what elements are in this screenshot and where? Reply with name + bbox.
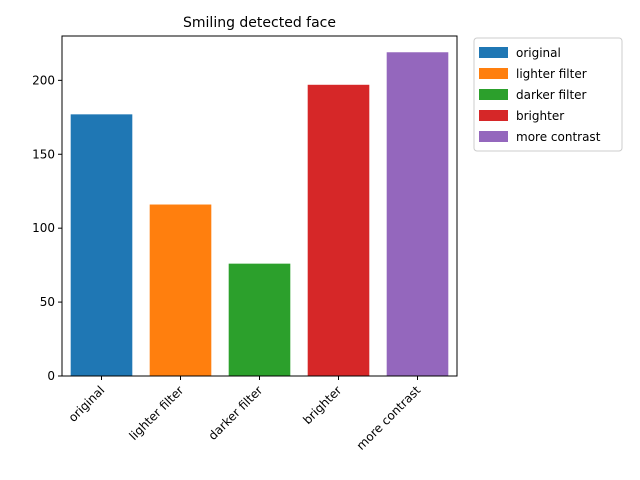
legend-frame — [473, 37, 623, 152]
bars-group — [70, 52, 449, 377]
x-tick-label: more contrast — [354, 383, 424, 453]
chart-title: Smiling detected face — [183, 15, 336, 31]
x-ticks-group: original lighter filter darker filter brigh… — [66, 376, 424, 453]
legend-label: brighter — [516, 109, 564, 123]
legend-label: more contrast — [516, 130, 601, 144]
legend-swatch — [479, 89, 508, 100]
legend-label: darker filter — [516, 88, 587, 102]
legend-swatch — [479, 68, 508, 79]
x-tick-label: darker filter — [206, 383, 266, 443]
x-tick-label: lighter filter — [126, 383, 186, 443]
x-tick-label: original — [66, 383, 108, 425]
bar-brighter — [307, 84, 370, 377]
bar-original — [70, 114, 133, 376]
y-tick-label: 150 — [32, 147, 55, 161]
legend-swatch — [479, 131, 508, 142]
legend: original lighter filter darker filter brigh… — [473, 37, 623, 152]
y-ticks-group: 0 50 100 150 200 — [32, 73, 62, 383]
x-tick-label: brighter — [300, 383, 344, 427]
legend-label: original — [516, 46, 561, 60]
legend-label: lighter filter — [516, 67, 587, 81]
bar-lighter-filter — [149, 204, 212, 376]
bar-more-contrast — [386, 52, 449, 377]
bar-darker-filter — [228, 263, 291, 376]
y-tick-label: 200 — [32, 73, 55, 87]
y-tick-label: 50 — [40, 295, 55, 309]
legend-swatch — [479, 110, 508, 121]
y-tick-label: 0 — [47, 369, 55, 383]
legend-swatch — [479, 47, 508, 58]
y-tick-label: 100 — [32, 221, 55, 235]
